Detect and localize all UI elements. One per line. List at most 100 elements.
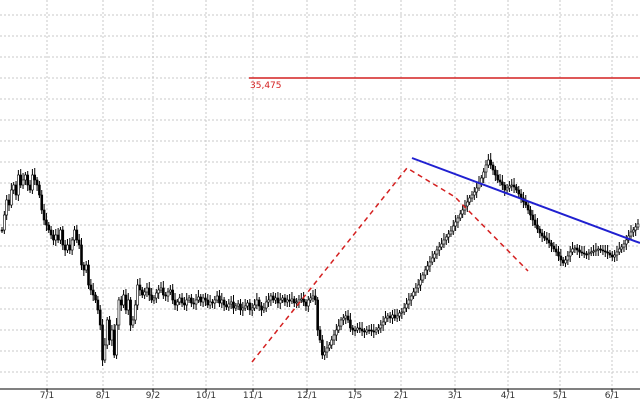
candle-body: [587, 252, 591, 255]
candle-body: [112, 329, 116, 356]
candle-body: [372, 330, 376, 333]
candle-body: [42, 209, 46, 221]
candle-body: [267, 299, 270, 303]
candle-body: [393, 314, 397, 319]
candle-body: [433, 253, 436, 259]
candle-body: [136, 284, 139, 306]
candle-body: [356, 327, 359, 331]
candle-body: [17, 174, 20, 196]
candle-body: [124, 294, 128, 311]
candle-body: [601, 249, 605, 252]
candle-body: [250, 307, 254, 311]
candle-body: [283, 297, 287, 303]
candle-body: [599, 248, 602, 251]
candle-body: [325, 347, 329, 353]
candle-body: [400, 311, 404, 314]
candle-body: [232, 301, 235, 309]
candle-body: [164, 294, 167, 297]
candle-body: [173, 299, 177, 306]
candle-body: [314, 295, 317, 301]
candle-body: [129, 299, 132, 326]
candle-body: [370, 329, 373, 332]
candle-body: [222, 299, 226, 306]
candle-body: [454, 221, 457, 227]
candle-body: [447, 233, 450, 238]
candle-body: [458, 213, 462, 219]
candle-body: [475, 187, 478, 193]
candle-body: [552, 245, 556, 250]
candle-body: [473, 191, 476, 196]
candle-body: [143, 291, 146, 296]
candle-body: [517, 189, 521, 195]
candle-body: [594, 249, 598, 252]
candle-body: [89, 284, 93, 291]
candle-body: [379, 324, 383, 329]
candle-body: [353, 329, 357, 332]
candle-body: [148, 287, 151, 296]
candle-body: [615, 251, 619, 256]
candle-body: [3, 214, 6, 231]
candle-body: [33, 174, 37, 181]
candle-body: [152, 297, 156, 301]
candle-body: [487, 159, 490, 166]
candle-body: [573, 247, 577, 250]
candle-body: [617, 248, 621, 253]
candle-body: [35, 179, 39, 186]
candle-body: [309, 297, 312, 301]
candle-body: [47, 224, 51, 231]
candle-body: [31, 174, 34, 191]
candle-body: [140, 289, 144, 296]
candle-body: [561, 259, 565, 264]
candle-body: [416, 284, 420, 289]
candle-body: [613, 254, 616, 258]
candle-body: [571, 248, 574, 253]
candle-body: [437, 246, 441, 251]
candle-body: [494, 169, 497, 176]
candle-body: [243, 305, 247, 309]
candle-body: [564, 259, 567, 264]
candle-body: [187, 297, 191, 301]
candle-body: [213, 299, 217, 304]
candle-body: [547, 239, 551, 244]
candle-body: [363, 330, 366, 333]
candle-body: [377, 327, 380, 331]
candle-body: [61, 229, 65, 246]
candle-body: [66, 244, 69, 251]
candle-body: [531, 214, 535, 221]
candle-body: [178, 297, 182, 303]
candle-body: [449, 230, 453, 235]
candle-body: [7, 199, 11, 206]
candle-body: [145, 287, 149, 293]
candle-body: [540, 232, 544, 237]
candle-body: [0, 229, 4, 232]
candle-body: [430, 257, 434, 263]
candle-body: [194, 299, 198, 305]
candle-body: [201, 297, 205, 303]
candle-body: [496, 174, 500, 181]
candle-body: [199, 296, 203, 303]
candle-body: [358, 327, 362, 330]
candle-body: [91, 289, 95, 296]
candle-body: [360, 328, 364, 332]
candle-body: [620, 246, 623, 250]
candle-body: [24, 174, 27, 181]
candle-body: [307, 299, 310, 307]
candle-body: [480, 177, 483, 184]
candle-body: [625, 239, 628, 245]
candle-body: [342, 317, 345, 321]
candle-body: [105, 319, 109, 346]
candle-body: [45, 219, 48, 226]
x-tick-label: 6/1: [605, 391, 619, 400]
x-tick-label: 11/1: [243, 391, 263, 400]
candle-body: [557, 251, 560, 257]
candle-body: [218, 295, 221, 304]
candle-body: [606, 251, 609, 254]
candle-body: [82, 264, 86, 271]
candle-body: [262, 307, 266, 311]
candle-body: [501, 181, 504, 186]
candle-body: [568, 251, 572, 257]
candle-body: [302, 298, 305, 303]
candle-body: [14, 184, 18, 196]
candle-body: [554, 248, 558, 253]
candle-body: [318, 329, 322, 341]
